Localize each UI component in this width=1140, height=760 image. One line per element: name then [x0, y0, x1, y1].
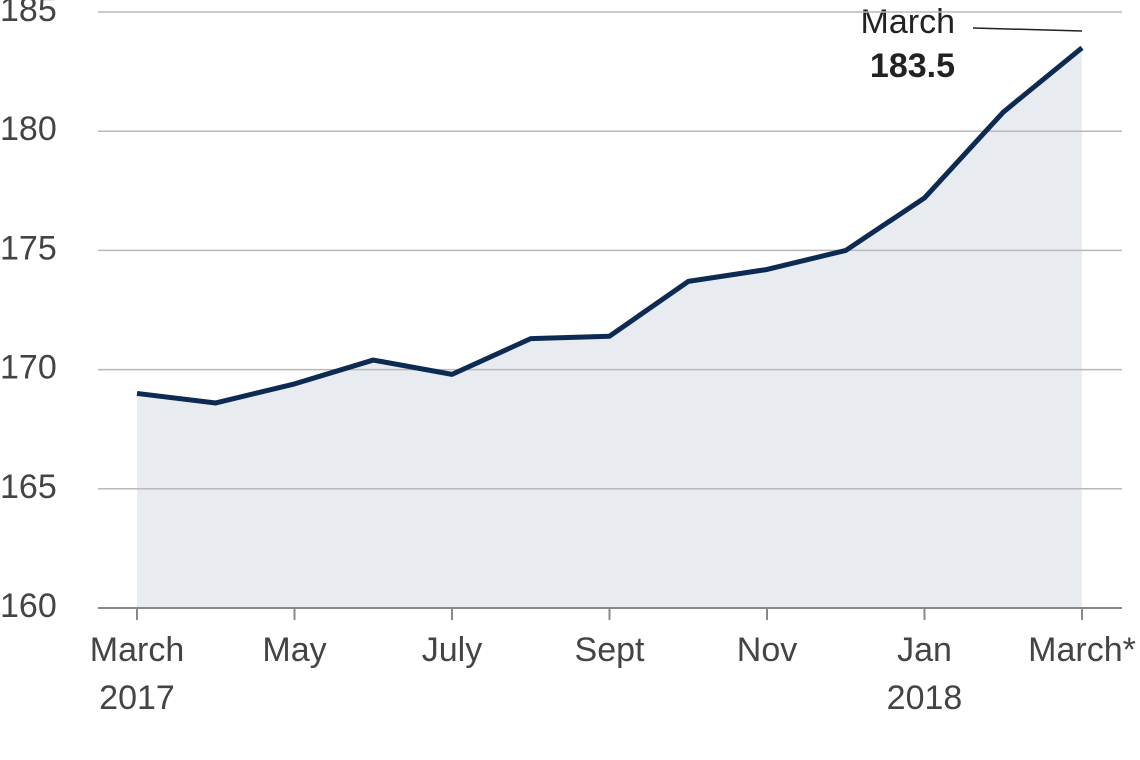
x-tick-label: May — [262, 631, 326, 669]
x-tick-label: Nov — [737, 631, 797, 669]
line — [136, 45, 1084, 406]
y-tick-label: 165 — [0, 468, 57, 506]
x-tick-label: Sept — [575, 631, 645, 669]
x-tick-label: March* — [1028, 631, 1136, 669]
annotation-value: 183.5 — [870, 47, 955, 85]
y-tick-label: 185 — [0, 0, 57, 29]
x-tick-label: Jan 2018 — [887, 631, 963, 717]
area — [137, 47, 1082, 608]
annotation-label: March — [861, 3, 955, 41]
y-tick-label: 175 — [0, 229, 57, 267]
y-tick-label: 170 — [0, 349, 57, 387]
y-tick-label: 180 — [0, 110, 57, 148]
x-tick-label: July — [422, 631, 482, 669]
x-tick-label: March 2017 — [90, 631, 184, 717]
y-tick-label: 160 — [0, 587, 57, 625]
annotation-leader — [972, 27, 1083, 32]
